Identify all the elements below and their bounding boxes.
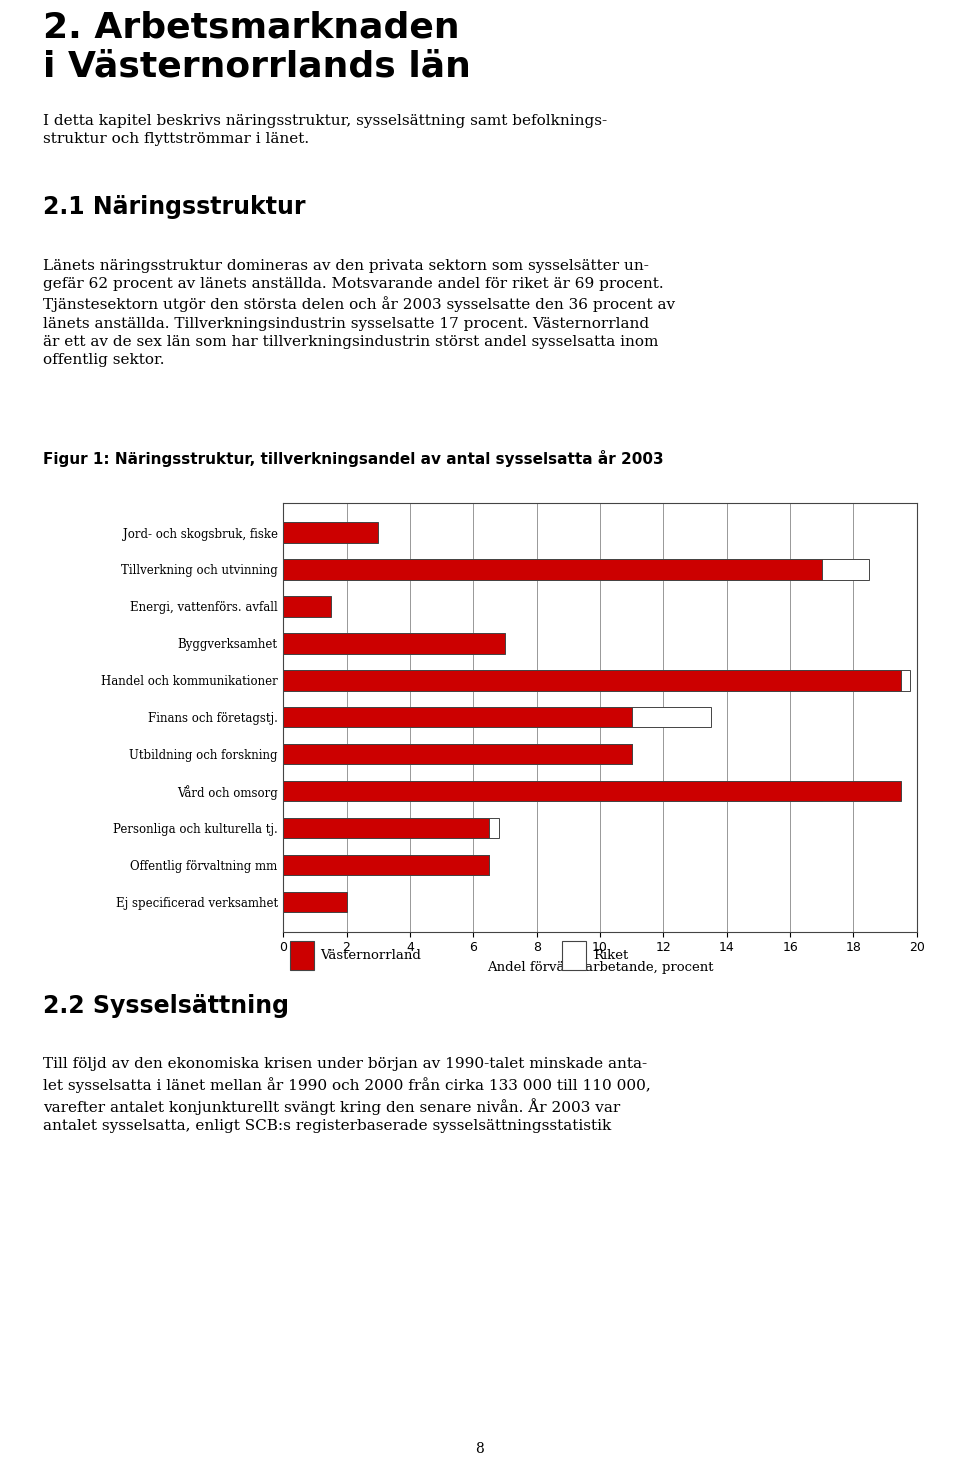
Bar [283, 818, 489, 839]
Bar [283, 744, 632, 765]
Text: Riket: Riket [593, 950, 628, 961]
Bar [283, 633, 489, 654]
Bar [283, 855, 489, 876]
Bar [283, 781, 822, 802]
Bar [283, 522, 378, 543]
Text: 2.2 Sysselsättning: 2.2 Sysselsättning [43, 994, 289, 1018]
Bar [283, 818, 498, 839]
Bar [283, 559, 822, 580]
Text: 2.1 Näringsstruktur: 2.1 Näringsstruktur [43, 195, 305, 219]
Text: Figur 1: Näringsstruktur, tillverkningsandel av antal sysselsatta år 2003: Figur 1: Näringsstruktur, tillverkningsa… [43, 450, 663, 466]
Bar [283, 744, 632, 765]
Bar [290, 941, 314, 970]
Bar [283, 707, 632, 728]
Bar [283, 892, 330, 913]
Bar [283, 855, 489, 876]
X-axis label: Andel förvärvsarbetande, procent: Andel förvärvsarbetande, procent [487, 961, 713, 975]
Bar [283, 633, 505, 654]
Text: 8: 8 [475, 1442, 485, 1457]
Bar [283, 559, 870, 580]
Bar [283, 707, 711, 728]
Text: Till följd av den ekonomiska krisen under början av 1990-talet minskade anta-
le: Till följd av den ekonomiska krisen unde… [43, 1057, 651, 1133]
Bar [283, 892, 347, 913]
Bar [283, 781, 900, 802]
Bar [283, 670, 910, 691]
Bar [283, 596, 322, 617]
Bar [563, 941, 587, 970]
Text: 2. Arbetsmarknaden
i Västernorrlands län: 2. Arbetsmarknaden i Västernorrlands län [43, 10, 471, 84]
Bar [283, 670, 900, 691]
Bar [283, 596, 330, 617]
Text: Västernorrland: Västernorrland [321, 950, 421, 961]
Text: Länets näringsstruktur domineras av den privata sektorn som sysselsätter un-
gef: Länets näringsstruktur domineras av den … [43, 259, 675, 367]
Text: I detta kapitel beskrivs näringsstruktur, sysselsättning samt befolknings-
struk: I detta kapitel beskrivs näringsstruktur… [43, 114, 608, 146]
Bar [283, 522, 362, 543]
